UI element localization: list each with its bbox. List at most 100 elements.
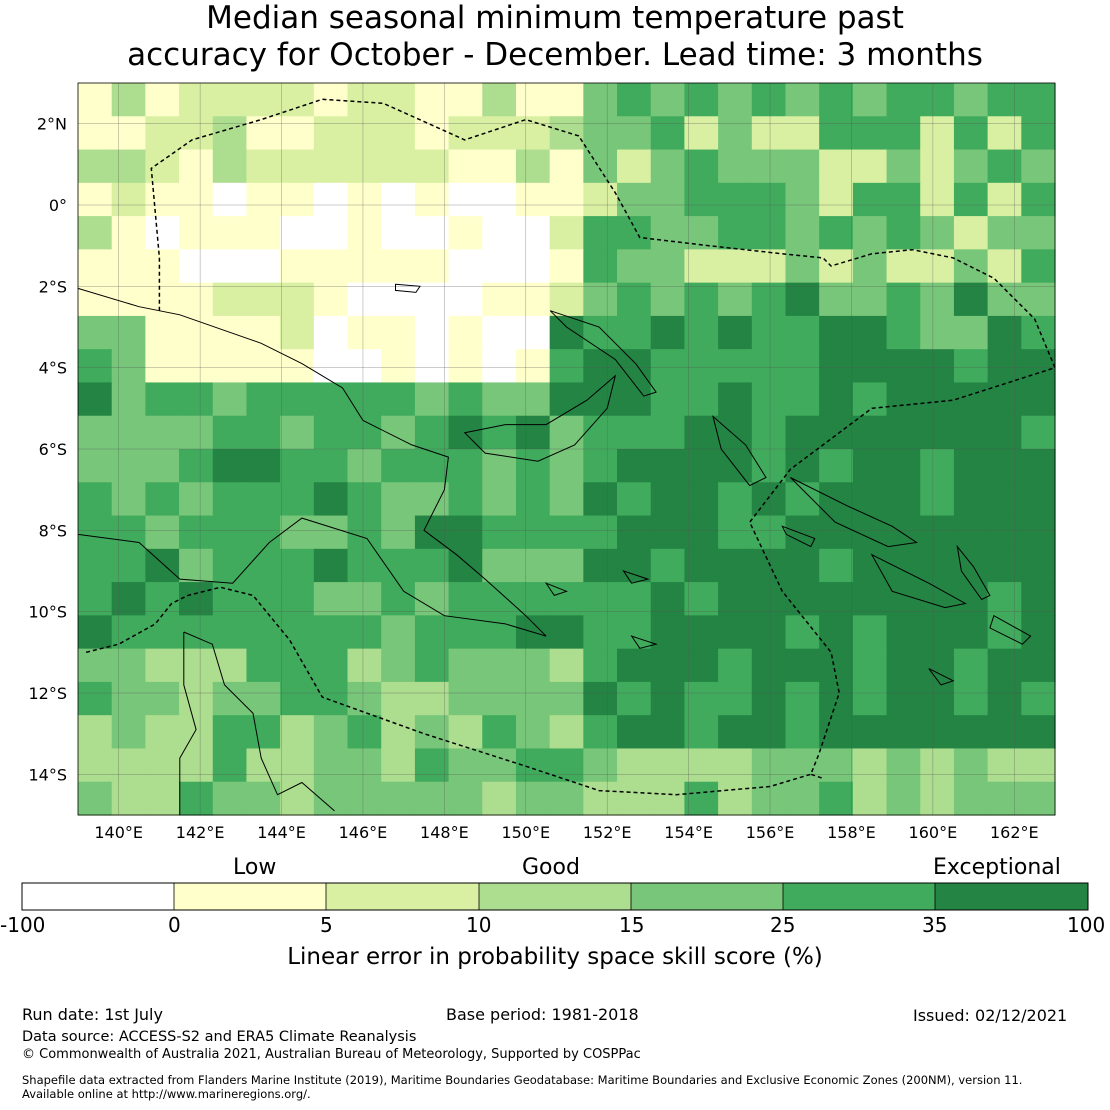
lat-label: 12°S [28, 684, 67, 703]
grid-cell [684, 715, 719, 750]
grid-cell [179, 315, 214, 350]
grid-cell [684, 415, 719, 450]
colorbar-segment [935, 883, 1088, 910]
grid-cell [987, 681, 1022, 716]
lat-label: 14°S [28, 765, 67, 784]
grid-cell [414, 282, 450, 317]
grid-cell [145, 515, 180, 550]
grid-cell [987, 781, 1022, 816]
grid-cell [684, 681, 719, 716]
grid-cell [819, 681, 854, 716]
grid-cell [179, 149, 214, 184]
grid-cell [1021, 748, 1056, 783]
grid-cell [179, 182, 214, 217]
cb-tick-7: 100 [1067, 913, 1106, 937]
grid-cell [179, 715, 214, 750]
grid-cell [650, 548, 686, 583]
grid-cell [515, 382, 551, 417]
grid-cell [448, 515, 483, 550]
grid-cell [111, 149, 146, 184]
grid-cell [179, 382, 214, 417]
grid-cell [650, 182, 686, 217]
lat-label: 8°S [39, 521, 67, 540]
grid-cell [617, 515, 652, 550]
grid-cell [886, 182, 921, 217]
grid-cell [212, 515, 248, 550]
grid-cell [381, 382, 416, 417]
grid-cell [583, 349, 618, 384]
grid-cell [414, 149, 450, 184]
grid-cell [78, 282, 113, 317]
grid-cell [381, 648, 416, 683]
grid-cell [1021, 515, 1056, 550]
grid-cell [650, 449, 686, 483]
grid-cell [414, 83, 450, 117]
grid-cell [886, 781, 921, 816]
grid-cell [280, 748, 315, 783]
grid-cell [852, 415, 888, 450]
grid-cell [179, 582, 214, 616]
grid-cell [381, 149, 416, 184]
grid-cell [920, 681, 955, 716]
grid-cell [78, 615, 113, 650]
grid-cell [381, 249, 416, 284]
grid-cell [953, 315, 989, 350]
grid-cell [650, 515, 686, 550]
grid-cell [448, 249, 483, 284]
grid-cell [179, 648, 214, 683]
grid-cell [448, 582, 483, 616]
grid-cell [145, 116, 180, 151]
grid-cell [145, 449, 180, 483]
grid-cell [381, 83, 416, 117]
grid-cell [886, 349, 921, 384]
grid-cell [1021, 715, 1056, 750]
grid-cell [78, 548, 113, 583]
lat-label: 0° [49, 196, 67, 215]
grid-cell [886, 382, 921, 417]
grid-cell [819, 748, 854, 783]
eez-boundaries [85, 98, 1057, 796]
grid-cell [515, 681, 551, 716]
grid-cell [145, 548, 180, 583]
grid-cell [886, 515, 921, 550]
grid-cell [886, 548, 921, 583]
grid-cell [785, 715, 820, 750]
grid-cell [953, 781, 989, 816]
grid-cell [482, 715, 517, 750]
grid-cell [482, 781, 517, 816]
grid-cell [414, 482, 450, 517]
data-source: Data source: ACCESS-S2 and ERA5 Climate … [22, 1029, 417, 1045]
grid-cell [212, 249, 248, 284]
grid-cell [347, 315, 382, 350]
grid-cell [111, 548, 146, 583]
grid-cell [78, 149, 113, 184]
grid-cell [448, 83, 483, 117]
grid-cell [549, 548, 584, 583]
grid-cell [617, 216, 652, 250]
grid-cell [414, 615, 450, 650]
grid-cell [650, 382, 686, 417]
grid-cell [819, 249, 854, 284]
grid-cell [920, 216, 955, 250]
grid-cell [145, 349, 180, 384]
lat-label: 2°S [39, 277, 67, 296]
grid-cell [583, 282, 618, 317]
grid-cell [751, 415, 787, 450]
category-good: Good [522, 855, 580, 880]
grid-cell [785, 216, 820, 250]
coastline [790, 477, 918, 548]
grid-cell [583, 548, 618, 583]
grid-cell [852, 282, 888, 317]
grid-cell [987, 216, 1022, 250]
colorbar-segment [22, 883, 174, 910]
grid-cell [381, 548, 416, 583]
grid-cell [751, 482, 787, 517]
grid-cell [280, 249, 315, 284]
grid-cell [886, 415, 921, 450]
grid-cell [381, 748, 416, 783]
grid-cell [987, 116, 1022, 151]
grid-cell [650, 648, 686, 683]
grid-cell [987, 449, 1022, 483]
grid-cell [987, 648, 1022, 683]
grid-cell [280, 715, 315, 750]
